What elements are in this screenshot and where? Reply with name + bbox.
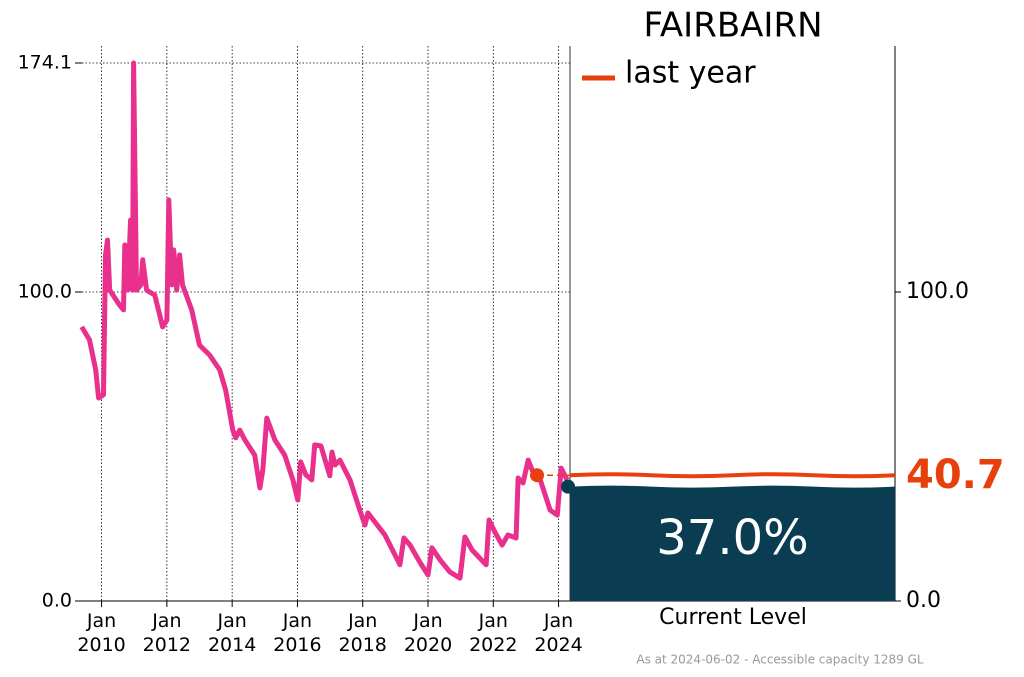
x-tick-label: Jan 2012	[142, 610, 192, 656]
current-level-bar	[570, 485, 895, 601]
current-label: Current Level	[659, 605, 807, 630]
footnote: As at 2024-06-02 - Accessible capacity 1…	[636, 653, 924, 667]
x-tick-label: Jan 2020	[403, 610, 453, 656]
x-tick-label: Jan 2010	[77, 610, 126, 656]
y-tick-label: 0.0	[42, 590, 72, 612]
current-value-label: 37.0%	[656, 510, 808, 566]
y2-tick-label: 0.0	[906, 588, 941, 613]
legend-label: last year	[625, 56, 756, 91]
y-tick-label: 100.0	[18, 280, 72, 302]
current-point	[561, 479, 576, 494]
x-tick-label: Jan 2022	[469, 610, 518, 656]
last-year-point	[530, 468, 545, 483]
last-year-value-label: 40.7	[906, 452, 1005, 498]
x-tick-label: Jan 2018	[338, 610, 387, 656]
x-tick-label: Jan 2014	[207, 610, 257, 656]
x-tick-label: Jan 2024	[534, 610, 583, 656]
y-tick-label: 174.1	[18, 51, 72, 73]
last-year-line	[569, 472, 896, 479]
chart-title: FAIRBAIRN	[643, 6, 822, 46]
y2-tick-label: 100.0	[906, 279, 969, 304]
x-tick-label: Jan 2016	[273, 610, 322, 656]
series-line	[79, 60, 570, 581]
